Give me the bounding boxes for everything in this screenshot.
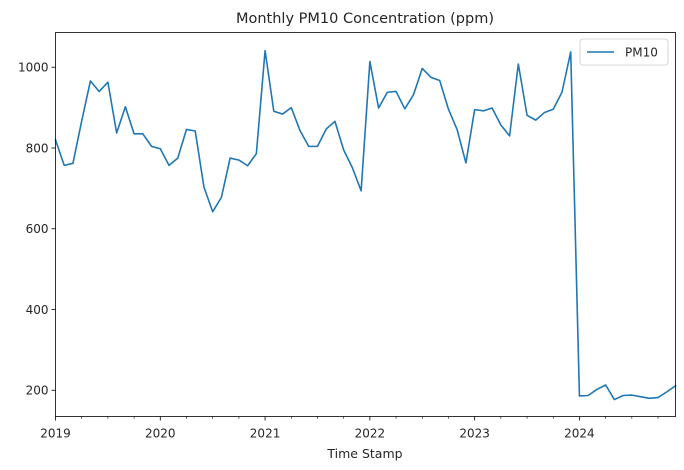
- legend-box: [579, 38, 669, 66]
- plot-frame: [55, 32, 676, 417]
- y-tick-label: 800: [26, 141, 49, 155]
- x-axis-label: Time Stamp: [326, 446, 402, 461]
- x-tick-label: 2020: [145, 427, 176, 441]
- series-line-pm10: [54, 49, 677, 401]
- x-tick-label: 2021: [250, 427, 281, 441]
- x-tick-label: 2023: [459, 427, 490, 441]
- x-tick-label: 2019: [40, 427, 71, 441]
- legend-label: PM10: [625, 46, 658, 60]
- chart-title: Monthly PM10 Concentration (ppm): [236, 11, 494, 27]
- x-tick-label: 2024: [564, 427, 595, 441]
- ticks-layer: 200 400 600 800 1000 2019 2020 2021 2022 2023 2024: [18, 61, 659, 441]
- y-tick-label: 600: [26, 222, 49, 236]
- y-tick-label: 400: [26, 303, 49, 317]
- y-tick-label: 200: [26, 384, 49, 398]
- y-tick-label: 1000: [18, 61, 49, 75]
- legend: PM10: [579, 38, 669, 66]
- series-layer: [54, 49, 677, 401]
- x-tick-label: 2022: [355, 427, 386, 441]
